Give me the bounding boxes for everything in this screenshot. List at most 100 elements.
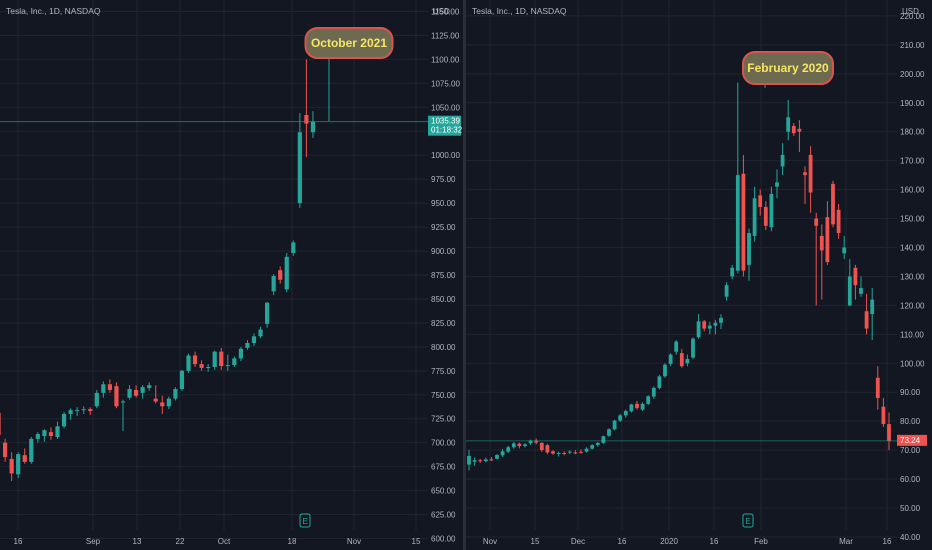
candle-body [199, 364, 204, 368]
candle-body [107, 384, 112, 390]
x-tick-label: Oct [218, 537, 231, 546]
candle-body [68, 410, 73, 414]
x-tick-label: 16 [710, 537, 719, 546]
candle-body [590, 445, 595, 449]
last-price-countdown: 01:18:32 [431, 126, 463, 135]
y-tick-label: 190.00 [900, 99, 925, 108]
candle-body [808, 154, 813, 193]
chart-panel-1[interactable]: 600.00 625.00 650.00 675.00 700.00 725.00 750.… [0, 0, 463, 546]
y-tick-label: 60.00 [900, 475, 921, 484]
candle-body [153, 398, 158, 402]
candle-body [579, 451, 583, 453]
earnings-icon-frame [742, 513, 754, 528]
candle-body [528, 440, 533, 444]
candle-body [206, 366, 211, 368]
chart-title: Tesla, Inc., 1D, NASDAQ [472, 6, 567, 16]
panel-divider [463, 0, 466, 550]
candle-body [134, 389, 139, 396]
candle-body [297, 132, 302, 204]
candle-body [719, 317, 723, 323]
candle-body [310, 121, 316, 133]
candle-body [212, 351, 217, 367]
candle-body [786, 117, 791, 132]
callout-label: October 2021 [311, 36, 387, 50]
candle-body [595, 442, 600, 445]
candle-body [612, 420, 617, 430]
x-tick-label: Nov [483, 537, 497, 546]
candle-body [48, 432, 54, 436]
y-tick-label: 1125.00 [431, 31, 460, 40]
x-tick-label: 16 [618, 537, 627, 546]
candle-body [3, 442, 8, 458]
candle-body [887, 424, 891, 441]
y-tick-label: 950.00 [431, 199, 456, 208]
candle-body [271, 275, 276, 292]
candle-body [160, 402, 165, 407]
candle-body [291, 242, 296, 253]
candle-body [22, 455, 27, 462]
y-tick-label: 70.00 [900, 446, 921, 455]
candle-body [847, 276, 852, 306]
y-tick-label: 600.00 [431, 535, 456, 544]
candle-body [251, 336, 257, 344]
y-tick-label: 180.00 [900, 128, 925, 137]
y-tick-label: 140.00 [900, 244, 925, 253]
x-tick-label: 18 [288, 537, 297, 546]
candle-body [663, 364, 667, 377]
y-tick-label: 1050.00 [431, 103, 460, 112]
candle-body [29, 438, 34, 462]
candle-body [101, 384, 106, 393]
candle-body [186, 355, 191, 371]
y-tick-label: 40.00 [900, 533, 921, 542]
candle-body [61, 413, 67, 427]
x-tick-label: Mar [839, 537, 853, 546]
candle-body [730, 267, 735, 277]
y-tick-label: 110.00 [900, 330, 924, 339]
earnings-icon-frame [299, 513, 311, 528]
y-tick-label: 700.00 [431, 439, 456, 448]
x-tick-label: 13 [133, 537, 142, 546]
candle-body [0, 412, 1, 436]
candle-body [467, 455, 471, 465]
x-tick-label: 15 [412, 537, 421, 546]
candle-body [735, 175, 740, 271]
candle-body [724, 285, 729, 297]
candle-body [81, 409, 86, 411]
chart-title: Tesla, Inc., 1D, NASDAQ [6, 6, 101, 16]
candle-body [831, 183, 835, 225]
candle-body [713, 322, 718, 326]
candle-body [607, 429, 611, 436]
candle-body [791, 125, 796, 134]
y-tick-label: 650.00 [431, 487, 456, 496]
candle-body [881, 406, 886, 425]
candle-body [635, 403, 639, 409]
earnings-event-icon: E [299, 513, 311, 528]
y-tick-label: 1000.00 [431, 151, 460, 160]
candle-body [278, 270, 283, 280]
x-tick-label: 2020 [660, 537, 678, 546]
candle-body [75, 410, 80, 412]
candle-body [747, 233, 751, 265]
candle-body [685, 358, 690, 364]
y-tick-label: 850.00 [431, 295, 456, 304]
chart-panel-2[interactable]: 40.00 50.00 60.00 70.00 80.00 90.00 100.00 110.… [466, 0, 927, 546]
y-tick-label: 90.00 [900, 388, 921, 397]
x-tick-label: 15 [531, 537, 540, 546]
candle-body [797, 128, 802, 132]
candle-body [775, 182, 779, 187]
candle-body [556, 453, 561, 455]
y-tick-label: 160.00 [900, 186, 925, 195]
y-tick-label: 220.00 [900, 12, 925, 21]
candle-body [265, 302, 270, 324]
last-price-tag [428, 115, 461, 136]
candle-body [258, 329, 263, 337]
candle-body [173, 389, 178, 399]
candle-body [853, 267, 858, 286]
candle-body [179, 370, 185, 390]
x-tick-label: Sep [86, 537, 101, 546]
candle-body [629, 404, 634, 412]
candle-body [646, 396, 651, 404]
candle-body [114, 386, 119, 407]
candle-body [16, 454, 21, 475]
